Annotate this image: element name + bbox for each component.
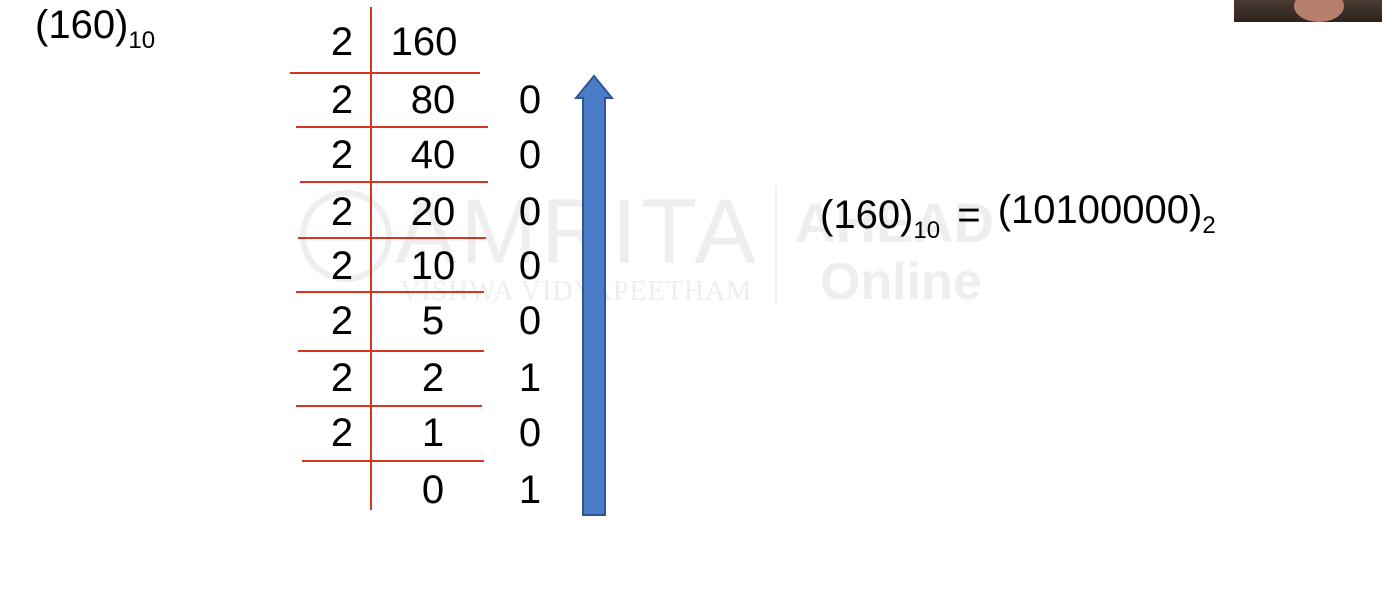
table-divider-line (300, 181, 488, 183)
row-quotient: 1 (421, 411, 445, 455)
title-expression: (160)10 (35, 3, 155, 53)
result-lhs-number: (160) (820, 193, 914, 237)
table-vertical-line (370, 7, 372, 510)
webcam-thumbnail (1234, 0, 1382, 22)
watermark-right-bottom: Online (820, 253, 982, 311)
row-remainder: 0 (518, 299, 542, 343)
row-remainder: 0 (518, 190, 542, 234)
table-divider-line (302, 460, 484, 462)
result-equals: = (957, 193, 981, 237)
table-divider-line (290, 72, 480, 74)
row-quotient: 5 (421, 299, 445, 343)
table-divider-line (296, 405, 482, 407)
row-divisor: 2 (330, 411, 354, 455)
row-quotient: 2 (421, 356, 445, 400)
result-expression: (160)10 = (10100000)2 (820, 188, 1216, 243)
row-remainder: 0 (518, 133, 542, 177)
result-lhs-base: 10 (913, 217, 941, 244)
watermark-right-top: AHEAD (795, 191, 995, 254)
row-quotient: 20 (410, 190, 456, 234)
title-base: 10 (128, 27, 156, 54)
row-divisor: 2 (330, 244, 354, 288)
table-divider-line (296, 126, 488, 128)
row-quotient: 10 (410, 244, 456, 288)
row-remainder: 1 (518, 356, 542, 400)
watermark-divider (775, 185, 777, 305)
row-divisor: 2 (330, 299, 354, 343)
first-dividend: 160 (390, 20, 458, 64)
result-rhs-number: (10100000) (997, 188, 1203, 232)
watermark-brand: AMRITA (395, 181, 760, 283)
table-divider-line (296, 291, 484, 293)
row-quotient: 0 (421, 468, 445, 512)
row-remainder: 0 (518, 244, 542, 288)
watermark-logo-icon (300, 190, 392, 282)
table-divider-line (298, 237, 486, 239)
table-divider-line (298, 350, 484, 352)
first-divisor: 2 (330, 20, 354, 64)
row-remainder: 1 (518, 468, 542, 512)
row-remainder: 0 (518, 411, 542, 455)
up-arrow-icon (574, 74, 614, 516)
result-rhs-base: 2 (1202, 212, 1216, 239)
row-divisor: 2 (330, 190, 354, 234)
row-remainder: 0 (518, 78, 542, 122)
title-number: (160) (35, 3, 129, 47)
row-quotient: 40 (410, 133, 456, 177)
row-divisor: 2 (330, 356, 354, 400)
row-divisor: 2 (330, 78, 354, 122)
row-divisor: 2 (330, 133, 354, 177)
row-quotient: 80 (410, 78, 456, 122)
